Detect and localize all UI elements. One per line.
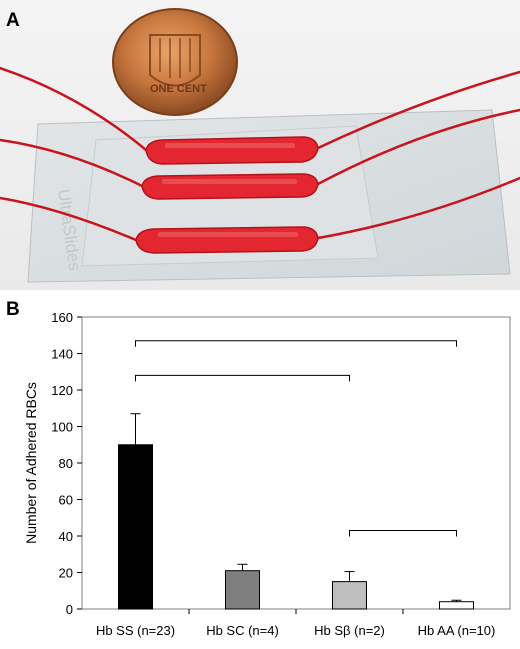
- y-tick-label: 20: [59, 566, 73, 581]
- x-tick-label: Hb AA (n=10): [418, 623, 496, 638]
- panel-b-label: B: [6, 299, 20, 320]
- bar: [118, 444, 153, 610]
- y-tick-label: 60: [59, 493, 73, 508]
- y-axis-label: Number of Adhered RBCs: [23, 382, 39, 544]
- y-tick-label: 40: [59, 529, 73, 544]
- y-tick-label: 100: [51, 420, 73, 435]
- bar: [332, 581, 367, 610]
- penny-shield-icon: [149, 34, 201, 87]
- x-tick-label: Hb SS (n=23): [96, 623, 175, 638]
- channel-2: [141, 173, 319, 200]
- y-tick-label: 160: [51, 310, 73, 325]
- red-tubing: [0, 66, 520, 242]
- significance-bracket: [135, 340, 457, 347]
- coin-text: ONE CENT: [150, 83, 207, 95]
- significance-bracket: [349, 530, 457, 537]
- channel-1: [145, 136, 319, 165]
- x-tick-label: Hb SC (n=4): [206, 623, 279, 638]
- y-tick-label: 140: [51, 347, 73, 362]
- bar: [225, 570, 260, 610]
- microfluidic-photo-drawing: UltraSlides ONE CENT: [0, 0, 520, 290]
- channel-3: [135, 226, 319, 254]
- microfluidic-photo: UltraSlides ONE CENT: [0, 0, 520, 290]
- bar: [439, 601, 474, 610]
- y-tick-label: 0: [66, 602, 73, 617]
- panel-a-label: A: [6, 10, 20, 31]
- penny-coin: [112, 8, 238, 116]
- significance-bracket: [135, 374, 350, 382]
- x-tick-label: Hb Sβ (n=2): [314, 623, 385, 638]
- adhesion-bar-chart: 0 20 40 60 80 100 120 140 160 Number of Adhered R…: [23, 310, 511, 638]
- y-tick-label: 120: [51, 383, 73, 398]
- y-tick-label: 80: [59, 456, 73, 471]
